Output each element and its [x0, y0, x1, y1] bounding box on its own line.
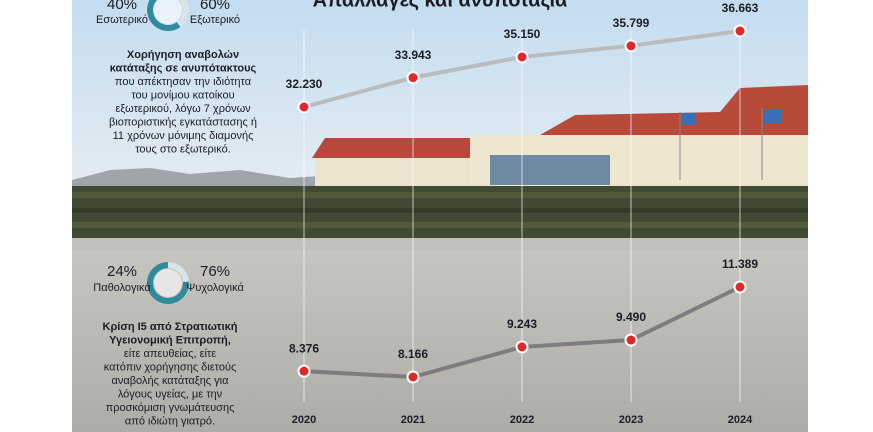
note-body: αναβολής κατάταξης για: [112, 375, 230, 387]
note-heading: κατάταξης σε ανυπότακτους: [110, 62, 257, 74]
data-point: [515, 340, 529, 354]
data-label: 35.150: [504, 27, 541, 41]
segment-name: Ψυχολογικά: [186, 282, 244, 294]
data-point: [515, 50, 529, 64]
x-tick-label: 2024: [728, 414, 753, 426]
data-point: [624, 39, 638, 53]
data-label: 8.166: [398, 347, 428, 361]
donut-hole: [154, 269, 182, 297]
note-heading: Χορήγηση αναβολών: [127, 49, 239, 61]
x-tick-label: 2022: [510, 414, 534, 426]
photo-background: [72, 0, 808, 432]
data-label: 32.230: [286, 77, 323, 91]
data-point: [733, 280, 747, 294]
data-label: 33.943: [395, 48, 432, 62]
data-point: [406, 71, 420, 85]
data-point: [624, 333, 638, 347]
note-heading: Υγειονομική Επιτροπή,: [109, 334, 231, 346]
segment-value: 40%: [107, 0, 137, 13]
note-body: είτε απευθείας, είτε: [124, 348, 216, 360]
data-point: [733, 24, 747, 38]
data-label: 35.799: [613, 16, 650, 30]
note-heading: Κρίση Ι5 από Στρατιωτική: [103, 321, 238, 333]
segment-value: 60%: [200, 0, 230, 13]
data-point: [406, 370, 420, 384]
x-tick-label: 2023: [619, 414, 643, 426]
donut-segment: [167, 262, 189, 283]
data-label: 9.243: [507, 317, 537, 331]
segment-name: Εσωτερικό: [96, 14, 148, 26]
note-body: 11 χρόνων μόνιμης διαμονής: [113, 130, 254, 142]
donut-segment: [147, 0, 181, 31]
data-label: 8.376: [289, 341, 319, 355]
segment-name: Εξωτερικό: [190, 14, 240, 26]
note-body: βιοποριστικής εγκατάστασης ή: [109, 116, 257, 128]
donut-segment: [147, 262, 189, 304]
x-tick-label: 2020: [292, 414, 316, 426]
note-body: από ιδιώτη γιατρό.: [125, 415, 215, 427]
donut-segment: [176, 0, 189, 27]
segment-value: 76%: [200, 263, 230, 280]
data-label: 9.490: [616, 310, 646, 324]
note-body: του μονίμου κατοίκου: [131, 89, 234, 101]
note-body: εξωτερικού, λόγω 7 χρόνων: [115, 103, 251, 115]
note-body: τους στο εξωτερικό.: [135, 143, 231, 155]
note-body: προσκόμιση γνωμάτευσης: [106, 402, 235, 414]
x-tick-label: 2021: [401, 414, 425, 426]
note-body: κατόπιν χορήγησης διετούς: [104, 361, 237, 373]
data-point: [297, 364, 311, 378]
note-body: λόγους υγείας, με την: [118, 388, 223, 400]
donut-hole: [154, 0, 182, 24]
data-label: 36.663: [722, 1, 759, 15]
data-point: [297, 100, 311, 114]
data-label: 11.389: [722, 257, 758, 271]
chart-title: Απαλλαγές και ανυποταξία: [313, 0, 568, 11]
segment-value: 24%: [107, 263, 137, 280]
note-body: που απέκτησαν την ιδιότητα: [115, 76, 252, 88]
segment-name: Παθολογικά: [93, 282, 151, 294]
